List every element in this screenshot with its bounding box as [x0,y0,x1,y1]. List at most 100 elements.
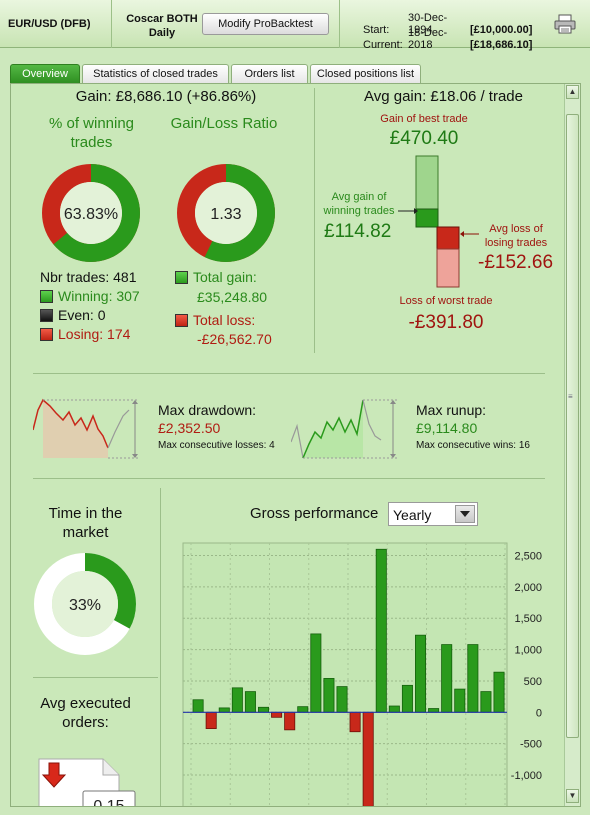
horizontal-divider-3 [33,677,158,678]
total-loss-swatch [175,314,188,327]
y-tick-label: -500 [520,739,542,751]
total-gain-value: £35,248.80 [197,289,268,305]
avg-win-label-line1: Avg gain of [331,191,387,203]
symbol-label: EUR/USD (DFB) [8,18,91,30]
bar-2001 [271,711,283,718]
gross-performance-chart: -1,000 -500 0 500 1,000 1,500 2,000 2,500 [182,542,542,806]
drawdown-line-rest [107,409,130,449]
avg-loss-bar [436,226,460,250]
avg-orders-value: 0.15 [93,798,124,807]
bar-1995 [192,699,204,713]
winning-pct: 63.83% [64,206,118,223]
bar-2007 [349,711,361,733]
drawdown-measure-top [132,400,138,404]
start-value: [£10,000.00] [470,24,533,36]
total-gain: Total gain: [175,269,257,285]
y-tick-label: 1,000 [514,645,542,657]
total-loss-value: -£26,562.70 [197,331,272,347]
bar-2004 [310,633,322,713]
overview-panel: Gain: £8,686.10 (+86.86%) % of winning t… [10,83,581,807]
total-gain-swatch [175,271,188,284]
vertical-divider-bottom [160,488,161,806]
runup-line-rest [362,399,382,441]
time-in-market-value: 33% [69,597,101,614]
tab-orders-list[interactable]: Orders list [231,64,308,83]
bar-2009 [375,548,387,713]
best-trade-label: Gain of best trade [380,113,468,125]
runup-line [302,399,364,459]
max-consecutive-wins: Max consecutive wins: 16 [416,440,530,451]
document-fold [102,759,119,776]
avg-win-label-line2: winning trades [323,205,395,217]
runup-line-start [291,423,304,459]
start-row: Start: 30-Dec-1994 [£10,000.00] [363,12,532,36]
avg-loss-label-line1: Avg loss of [489,223,543,235]
tab-closed-positions-list[interactable]: Closed positions list [310,64,421,83]
runup-measure-top [390,400,396,404]
bar-2017 [480,691,492,713]
modify-probacktest-button[interactable]: Modify ProBacktest [202,13,329,35]
vertical-scrollbar[interactable]: ▲ ≡ ▼ [564,84,580,806]
total-loss-label: Total loss: [193,312,256,328]
scrollbar-thumb[interactable] [566,114,579,738]
max-runup-value: £9,114.80 [416,420,478,436]
bar-2011 [401,684,413,713]
bar-2003 [297,706,309,713]
avg-loss-label-line2: losing trades [484,237,548,249]
avg-loss-arrowhead [460,231,464,237]
avg-gain-title-text: Avg gain: £18.06 / trade [363,88,523,105]
scroll-down-button[interactable]: ▼ [566,789,579,803]
bar-1996 [205,711,217,729]
current-label: Current: [363,39,403,51]
winning-count-text: Winning: 307 [58,288,140,304]
avg-win-value: £114.82 [324,221,392,242]
nbr-trades: Nbr trades: 481 [40,269,137,285]
chart-grid [183,543,507,806]
drawdown-line [33,398,109,449]
ratio-value: 1.33 [210,206,241,223]
max-drawdown-value: £2,352.50 [158,420,221,436]
bar-1998 [231,687,243,713]
market-donut-center [52,571,118,637]
winning-donut-center [60,182,122,244]
chart-y-ticks: -1,000 -500 0 500 1,000 1,500 2,000 2,500 [511,551,542,782]
avg-loss-label: Avg loss of losing trades [476,222,556,250]
runup-sparkline [291,399,397,459]
ratio-donut: 1.33 [177,164,275,262]
total-gain-label: Total gain: [193,269,257,285]
avg-win-arrowhead [414,208,418,214]
tab-overview[interactable]: Overview [10,64,80,83]
period-select[interactable]: Yearly [388,502,478,526]
tab-statistics-closed-trades[interactable]: Statistics of closed trades [82,64,229,83]
chevron-down-icon[interactable] [455,505,475,523]
avg-orders-title: Avg executed orders: [40,695,131,731]
gross-performance-title: Gross performance [250,505,379,522]
start-label: Start: [363,24,390,36]
losing-legend-swatch [40,328,53,341]
max-consecutive-losses: Max consecutive losses: 4 [158,440,275,451]
even-legend-swatch [40,309,53,322]
bar-2002 [284,711,296,731]
drawdown-measure-bottom [132,454,138,458]
horizontal-divider-1 [33,373,545,374]
dates-cell: Start: 30-Dec-1994 [£10,000.00] Current: 18… [340,0,590,51]
y-tick-label: 2,000 [514,582,542,594]
ratio-title: Gain/Loss Ratio [170,115,278,132]
worst-trade-bar [436,248,460,288]
even-count: Even: 0 [40,307,105,323]
current-row: Current: 18-Dec-2018 [£18,686.10] [363,27,532,51]
scroll-up-button[interactable]: ▲ [566,85,579,99]
avg-gain-bar-diagram [398,155,479,288]
winning-count: Winning: 307 [40,288,140,304]
printer-icon[interactable] [554,14,576,34]
orders-document-icon: 0.15 [38,758,136,807]
best-trade-bar [415,155,439,210]
strategy-header: EUR/USD (DFB) Coscar BOTH Daily Modify P… [0,0,590,51]
bar-1999 [244,691,256,713]
gain-title-text: Gain: £8,686.10 (+86.86%) [75,88,257,105]
horizontal-divider-2 [33,478,545,479]
runup-area [303,400,363,458]
strategy-cell: Coscar BOTH Daily Modify ProBacktest [112,0,340,48]
gain-title: Gain: £8,686.10 (+86.86%) [31,88,301,105]
ratio-donut-center [195,182,257,244]
